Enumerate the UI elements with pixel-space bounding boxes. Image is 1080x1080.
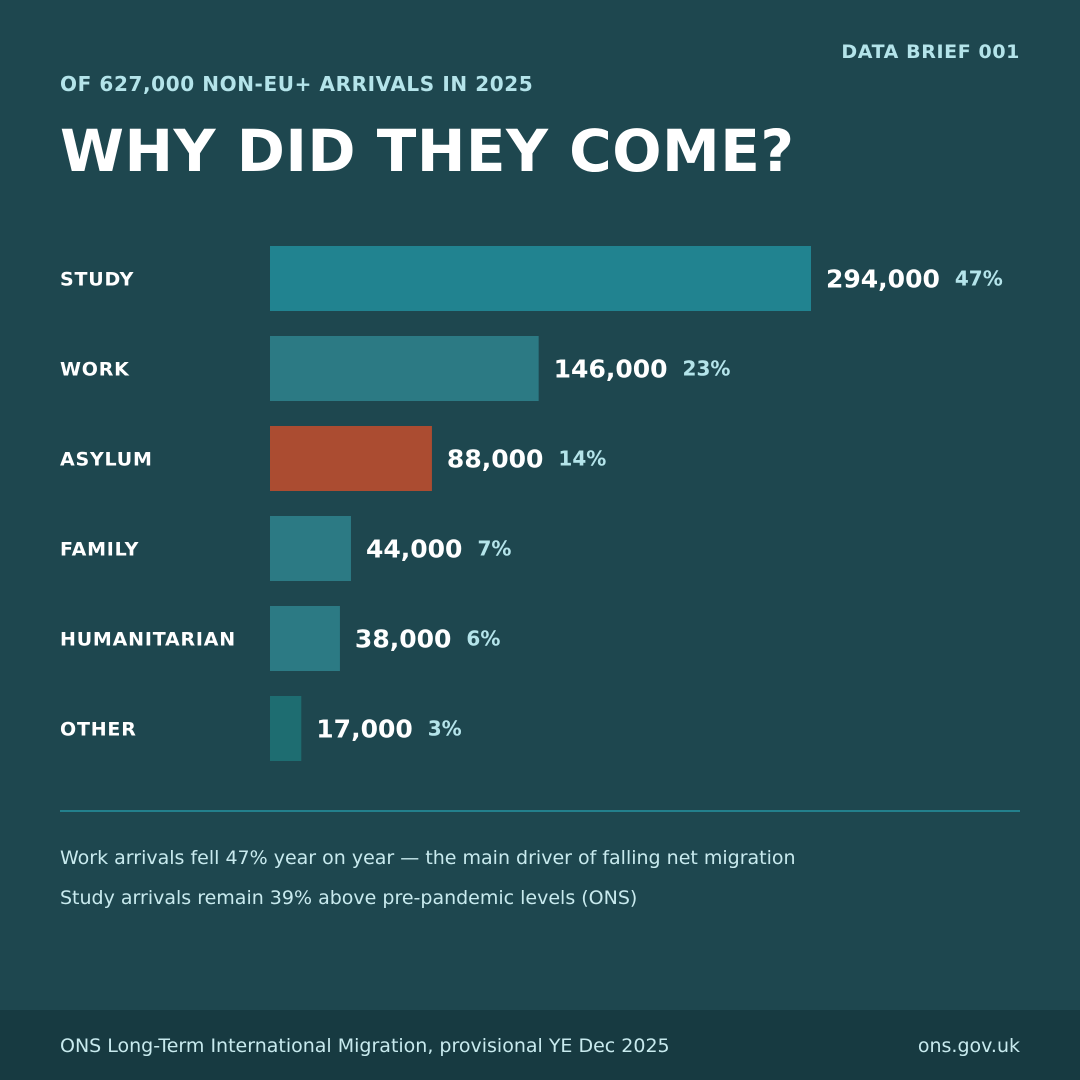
bar-family (270, 516, 351, 581)
value-label-other: 17,000 (316, 715, 412, 744)
percent-label-other: 3% (428, 717, 462, 741)
value-label-study: 294,000 (826, 265, 940, 294)
bar-chart: STUDY 294,000 47% WORK 146,000 23% ASYLUM 88,00… (60, 246, 1003, 761)
chart-subtitle: OF 627,000 NON-EU+ ARRIVALS IN 2025 (60, 72, 534, 96)
category-label-family: FAMILY (60, 539, 139, 561)
bar-other (270, 696, 302, 761)
category-label-asylum: ASYLUM (60, 449, 153, 471)
value-label-humanitarian: 38,000 (355, 625, 451, 654)
value-label-family: 44,000 (366, 535, 462, 564)
divider-line (60, 810, 1020, 812)
note-study: Study arrivals remain 39% above pre-pand… (60, 887, 638, 909)
category-label-study: STUDY (60, 269, 134, 291)
value-label-work: 146,000 (554, 355, 668, 384)
source-citation: ONS Long-Term International Migration, p… (60, 1035, 670, 1057)
category-label-other: OTHER (60, 719, 137, 741)
percent-label-humanitarian: 6% (466, 627, 500, 651)
bar-work (270, 336, 539, 401)
source-link[interactable]: ons.gov.uk (917, 1035, 1020, 1057)
percent-label-family: 7% (477, 537, 511, 561)
percent-label-work: 23% (683, 357, 731, 381)
percent-label-asylum: 14% (558, 447, 606, 471)
chart-title: WHY DID THEY COME? (60, 117, 795, 185)
percent-label-study: 47% (955, 267, 1003, 291)
brief-tag: DATA BRIEF 001 (841, 41, 1020, 63)
category-label-humanitarian: HUMANITARIAN (60, 629, 236, 651)
value-label-asylum: 88,000 (447, 445, 543, 474)
bar-study (270, 246, 811, 311)
note-work: Work arrivals fell 47% year on year — th… (60, 847, 796, 869)
bar-humanitarian (270, 606, 340, 671)
footer-bar: ONS Long-Term International Migration, p… (0, 1010, 1080, 1080)
category-label-work: WORK (60, 359, 130, 381)
bar-asylum (270, 426, 432, 491)
